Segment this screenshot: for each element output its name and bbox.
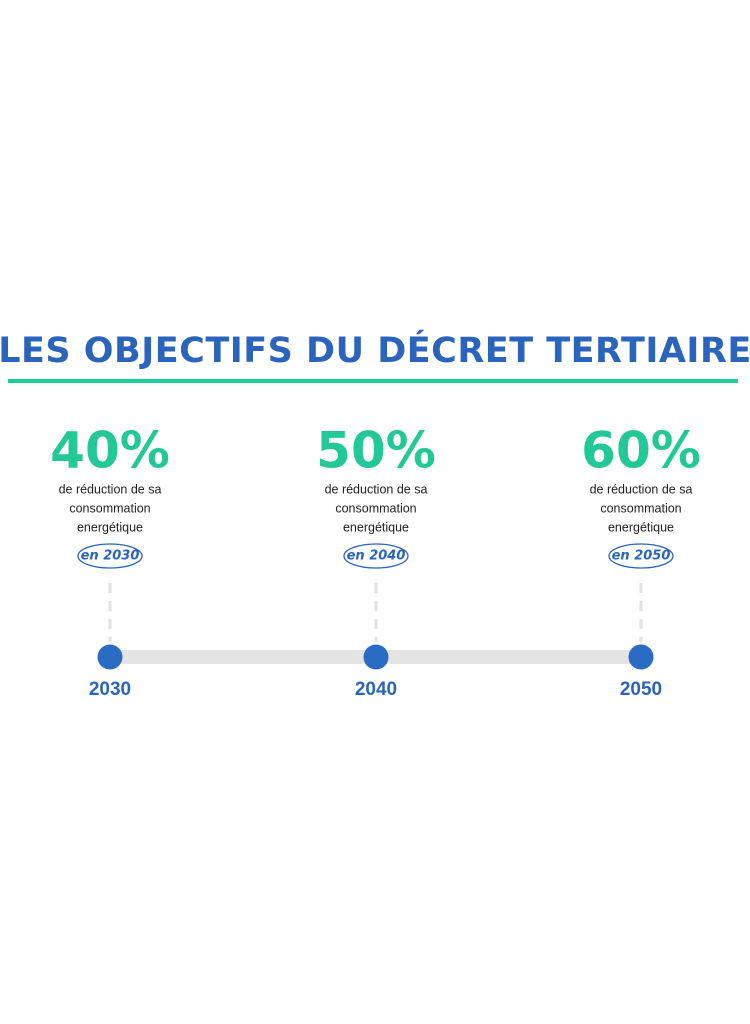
description: de réduction de sa	[59, 482, 162, 496]
milestone-dot	[363, 644, 389, 670]
percent: 50%	[316, 422, 436, 480]
description: energétique	[608, 520, 674, 534]
description: consommation	[600, 501, 681, 515]
year: 2050	[620, 679, 662, 700]
year: 2040	[355, 679, 397, 700]
badge-outline	[608, 543, 674, 569]
percent: 60%	[581, 422, 701, 480]
description: de réduction de sa	[325, 482, 428, 496]
description: energétique	[77, 520, 143, 534]
milestone-dot	[628, 644, 654, 670]
badge: en 2030	[81, 549, 140, 564]
badge-outline	[77, 543, 143, 569]
badge-outline	[343, 543, 409, 569]
title: LES OBJECTIFS DU DÉCRET TERTIAIRE	[0, 329, 750, 371]
description: de réduction de sa	[590, 482, 693, 496]
title-underline	[8, 379, 738, 383]
milestone-dot	[97, 644, 123, 670]
badge: en 2050	[612, 549, 671, 564]
description: energétique	[343, 520, 409, 534]
percent: 40%	[50, 422, 170, 480]
description: consommation	[69, 501, 150, 515]
year: 2030	[89, 679, 131, 700]
description: consommation	[335, 501, 416, 515]
badge: en 2040	[347, 549, 406, 564]
